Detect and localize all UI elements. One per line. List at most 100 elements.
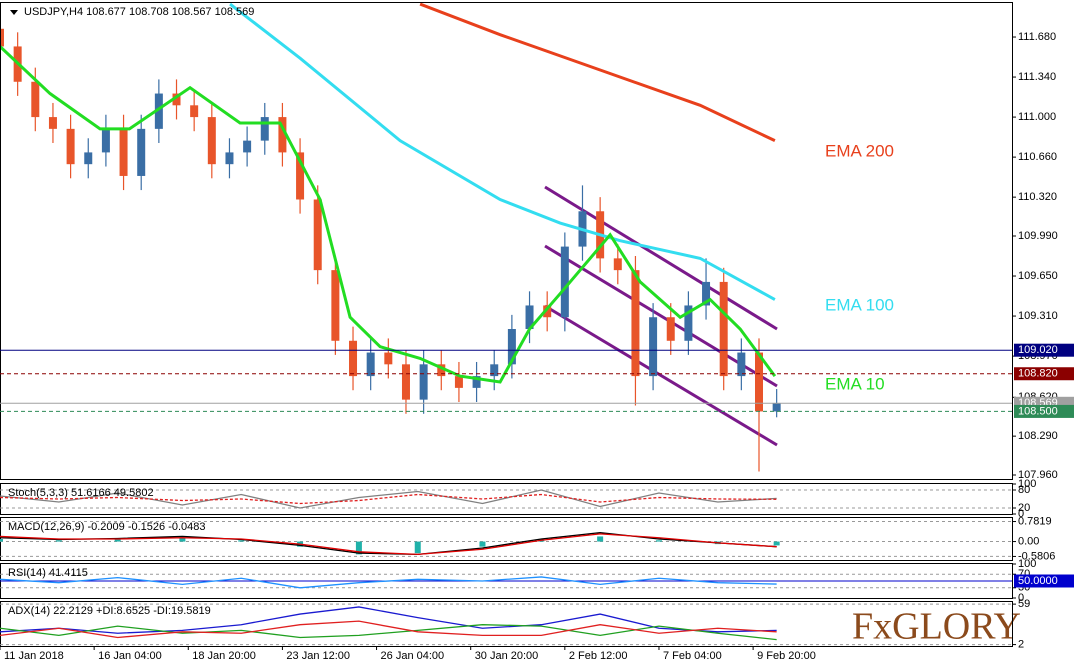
candle-body <box>560 246 569 318</box>
series-label: EMA 200 <box>825 141 894 160</box>
y-tick-label: 2 <box>1018 638 1024 650</box>
y-tick-label: 0 <box>1018 508 1024 520</box>
histogram-bar <box>55 540 62 542</box>
y-tick-label: 111.340 <box>1018 71 1056 83</box>
level-label-box <box>1014 574 1074 588</box>
x-tick-label: 11 Jan 2018 <box>4 650 64 662</box>
indicator-line <box>0 493 777 505</box>
y-tick-label: 111.000 <box>1018 111 1056 123</box>
indicator-line <box>0 606 777 634</box>
x-tick-label: 26 Jan 04:00 <box>381 650 445 662</box>
candle-body <box>613 258 622 271</box>
candle-body <box>207 117 216 165</box>
candle-body <box>684 305 693 341</box>
candle-body <box>84 152 93 165</box>
level-label: 109.020 <box>1018 344 1058 356</box>
y-tick-label: 0.00 <box>1018 535 1039 547</box>
level-label-box <box>1014 367 1074 381</box>
y-tick-label: 80 <box>1018 484 1030 496</box>
x-tick-label: 2 Feb 12:00 <box>569 650 628 662</box>
candle-body <box>666 317 675 341</box>
candle-body <box>313 199 322 271</box>
y-tick-label: 59 <box>1018 598 1030 610</box>
y-tick-label: 109.990 <box>1018 230 1058 242</box>
x-tick-label: 9 Feb 20:00 <box>757 650 816 662</box>
level-label-box <box>1014 404 1074 418</box>
histogram-bar <box>655 540 662 542</box>
x-tick-label: 23 Jan 12:00 <box>286 650 350 662</box>
candle-body <box>366 352 375 377</box>
indicator-title: RSI(14) 41.4115 <box>8 567 88 579</box>
level-label-box <box>1014 343 1074 357</box>
candle-body <box>507 329 516 365</box>
indicator-line <box>419 3 776 142</box>
candle-body <box>401 364 410 400</box>
y-tick-label: 20 <box>1018 502 1030 514</box>
y-tick-label: 107.960 <box>1018 469 1058 481</box>
candle-body <box>154 93 163 129</box>
indicator-line <box>0 576 777 589</box>
candle-body <box>190 105 199 118</box>
histogram-bar <box>355 541 362 555</box>
candle-body <box>437 364 446 377</box>
candle-body <box>278 117 287 153</box>
candle-body <box>1 28 4 47</box>
y-tick-label: 109.650 <box>1018 270 1058 282</box>
indicator-line <box>0 531 777 556</box>
series-label: EMA 10 <box>825 374 885 393</box>
histogram-bar <box>479 541 486 547</box>
level-label: 108.820 <box>1018 368 1058 380</box>
channel-line <box>544 304 778 447</box>
candle-body <box>419 364 428 400</box>
y-tick-label: 108.290 <box>1018 430 1058 442</box>
indicator-line <box>0 624 777 641</box>
indicator-line <box>0 620 777 639</box>
x-tick-label: 18 Jan 20:00 <box>192 650 256 662</box>
y-tick-label: -0.5806 <box>1018 550 1055 562</box>
candle-body <box>454 376 463 388</box>
y-tick-label: 100 <box>1018 478 1036 490</box>
candle-body <box>225 152 234 165</box>
candle-body <box>772 403 781 412</box>
candle-body <box>119 128 128 176</box>
x-tick-label: 7 Feb 04:00 <box>663 650 722 662</box>
indicator-title: Stoch(5,3,3) 51.6166 49.5802 <box>8 487 154 499</box>
y-tick-label: 111.680 <box>1018 31 1056 43</box>
indicator-title: MACD(12,26,9) -0.2009 -0.1526 -0.0483 <box>8 521 206 533</box>
indicator-line <box>0 533 777 556</box>
x-tick-label: 16 Jan 04:00 <box>98 650 162 662</box>
channel-line <box>544 185 778 331</box>
panel-frame <box>0 2 1013 480</box>
histogram-bar <box>179 537 186 542</box>
panel-frame <box>0 601 1013 647</box>
y-tick-label: 110.320 <box>1018 191 1057 203</box>
candle-body <box>719 281 728 377</box>
candle-body <box>543 305 552 318</box>
level-label: 108.500 <box>1018 405 1058 417</box>
indicator-line <box>1 45 777 384</box>
candle-body <box>702 281 711 306</box>
histogram-bar <box>114 539 121 542</box>
y-tick-label: 100 <box>1018 558 1036 570</box>
candle-body <box>331 270 340 341</box>
histogram-bar <box>238 540 245 542</box>
histogram-bar <box>0 539 3 542</box>
y-tick-label: 0.7819 <box>1018 515 1052 527</box>
candle-body <box>737 352 746 377</box>
panel-frame <box>0 483 1013 515</box>
y-tick-label: 0 <box>1018 592 1024 604</box>
candle-body <box>472 376 481 388</box>
indicator-line <box>0 489 777 509</box>
x-tick-label: 30 Jan 20:00 <box>475 650 539 662</box>
candle-body <box>137 128 146 176</box>
candle-body <box>755 352 763 412</box>
candle-body <box>525 305 534 330</box>
y-tick-label: 110.660 <box>1018 151 1057 163</box>
histogram-bar <box>773 541 780 546</box>
candle-body <box>349 340 358 377</box>
candle-body <box>384 352 393 365</box>
indicator-line <box>229 3 776 301</box>
candle-body <box>490 364 499 377</box>
candle-body <box>296 152 305 200</box>
